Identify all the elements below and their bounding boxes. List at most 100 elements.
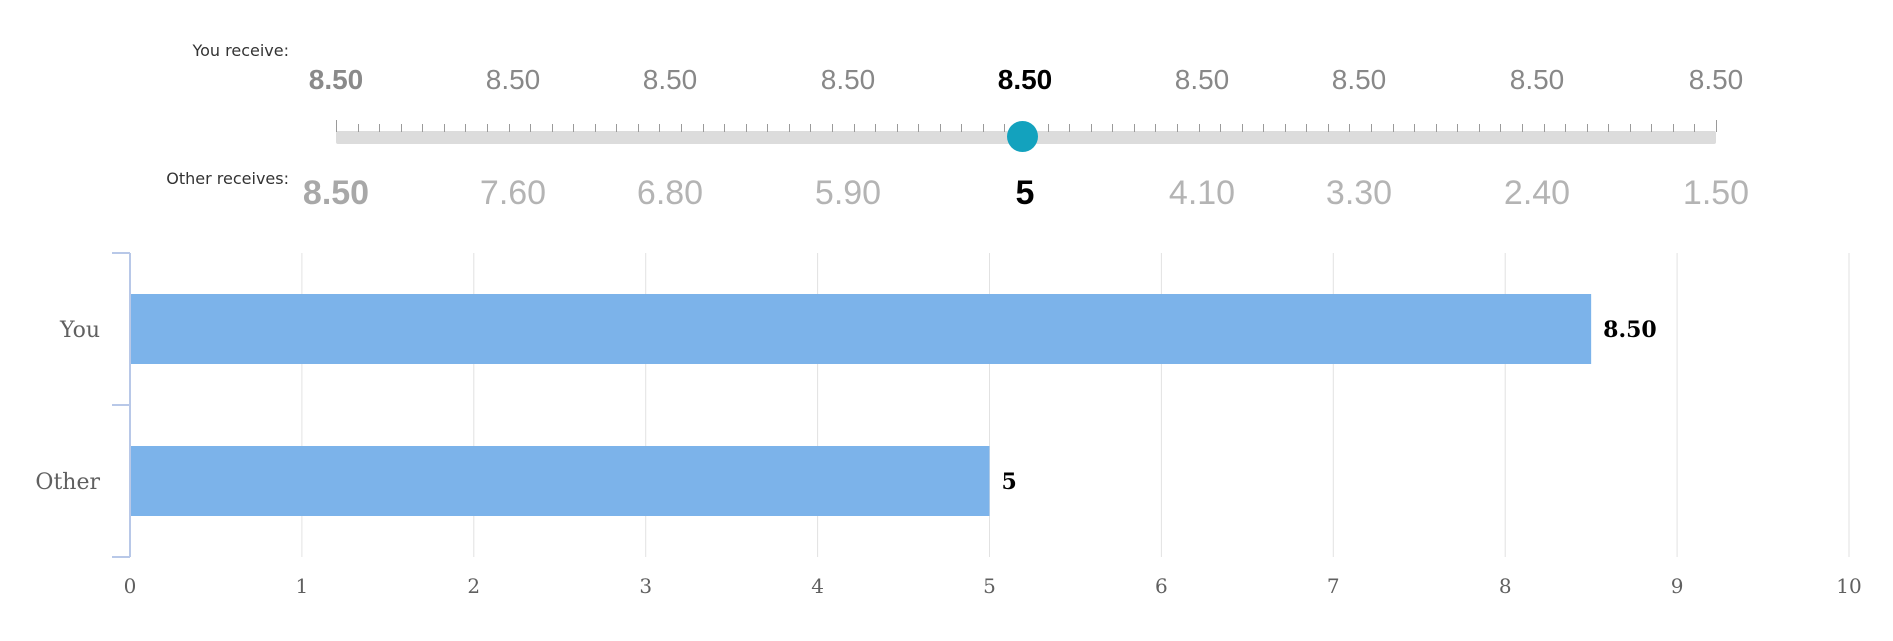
slider-tick: [1069, 124, 1071, 132]
you-value-4: 8.50: [997, 64, 1053, 95]
data-label-other: 5: [1002, 469, 1017, 495]
slider-tick: [1414, 124, 1416, 132]
slider-tick: [681, 124, 682, 132]
slider-tick: [1047, 124, 1049, 132]
slider-handle[interactable]: [1007, 121, 1038, 152]
you-value-1: 8.50: [485, 64, 541, 95]
slider-tick: [1651, 124, 1653, 132]
chart-bars: [130, 294, 1592, 516]
x-tick-label: 6: [1155, 574, 1168, 598]
slider-tick: [1155, 124, 1157, 132]
slider-tick: [616, 124, 618, 132]
chart-y-axis: [112, 252, 131, 558]
x-tick-label: 2: [467, 574, 480, 598]
x-tick-label: 0: [124, 574, 137, 598]
you-value-2: 8.50: [642, 64, 698, 95]
category-label-other: Other: [35, 470, 100, 495]
x-tick-label: 4: [811, 574, 824, 598]
slider-tick: [336, 120, 337, 132]
slider-tick: [443, 124, 445, 132]
slider-tick: [1241, 124, 1243, 132]
slider-tick: [659, 124, 661, 132]
other-value-8: 1.50: [1682, 174, 1750, 212]
slider-tick: [1284, 124, 1286, 132]
bar-other: [130, 446, 990, 516]
chart-category-labels: You Other: [35, 318, 100, 495]
slider-tick: [1176, 124, 1178, 132]
you-value-3: 8.50: [820, 64, 876, 95]
other-value-7: 2.40: [1503, 174, 1571, 212]
slider-tick: [810, 124, 812, 132]
x-tick-label: 5: [983, 574, 996, 598]
other-value-0: 8.50: [302, 174, 370, 212]
slider-tick: [1392, 124, 1394, 132]
slider-tick: [1478, 124, 1480, 132]
x-tick-label: 8: [1499, 574, 1512, 598]
slider-tick: [1716, 120, 1717, 132]
you-value-6: 8.50: [1331, 64, 1387, 95]
slider-tick: [982, 124, 984, 132]
slider-tick: [702, 124, 704, 132]
other-value-5: 4.10: [1168, 174, 1236, 212]
you-value-0: 8.50: [308, 64, 364, 95]
slider-tick: [1349, 124, 1351, 132]
slider-tick: [1220, 124, 1222, 132]
slider-tick: [465, 124, 467, 132]
other-value-2: 6.80: [636, 174, 704, 212]
slider-tick: [1327, 124, 1329, 132]
slider-tick: [400, 124, 402, 132]
slider-tick: [573, 124, 575, 132]
slider-tick: [853, 124, 855, 132]
slider-tick: [1004, 124, 1006, 132]
slider-tick: [1435, 124, 1437, 132]
slider-tick: [357, 124, 359, 132]
x-tick-label: 10: [1836, 574, 1861, 598]
slider-tick: [1565, 124, 1567, 132]
data-label-you: 8.50: [1603, 317, 1657, 343]
slider-tick: [961, 124, 963, 132]
chart-data-labels: 8.50 5: [1002, 317, 1657, 495]
slider-tick: [1521, 124, 1523, 132]
slider-tick: [1457, 124, 1459, 132]
you-receive-label: You receive:: [192, 41, 289, 60]
x-tick-label: 1: [296, 574, 309, 598]
slider-tick: [422, 124, 424, 132]
allocation-slider-panel: You receive: Other receives: 8.50 8.50 8.5…: [0, 0, 1893, 230]
other-value-3: 5.90: [814, 174, 882, 212]
other-receives-label: Other receives:: [166, 169, 289, 188]
other-value-4: 5: [1015, 174, 1035, 212]
slider-tick: [1694, 124, 1696, 132]
slider-tick: [875, 124, 877, 132]
x-tick-label: 9: [1671, 574, 1684, 598]
slider-tick: [379, 124, 381, 132]
slider-tick: [1500, 124, 1502, 132]
other-value-6: 3.30: [1325, 174, 1393, 212]
you-value-5: 8.50: [1174, 64, 1230, 95]
you-value-7: 8.50: [1509, 64, 1565, 95]
slider-tick: [637, 124, 639, 132]
chart-x-tick-labels: 0 1 2 3 4 5 6 7 8 9 10: [124, 574, 1862, 598]
slider-tick: [1090, 124, 1092, 132]
slider-tick: [1263, 124, 1265, 132]
slider-tick: [1112, 124, 1114, 132]
bar-you: [130, 294, 1592, 364]
other-value-1: 7.60: [479, 174, 547, 212]
slider-tick: [551, 124, 553, 132]
slider-tick: [530, 124, 532, 132]
slider-tick: [1629, 124, 1631, 132]
slider-tick: [918, 124, 920, 132]
slider-tick: [745, 124, 747, 132]
slider-tick: [1543, 124, 1545, 132]
slider-tick: [831, 124, 833, 132]
x-tick-label: 7: [1327, 574, 1340, 598]
slider-tick: [896, 124, 898, 132]
slider-tick: [1133, 124, 1135, 132]
you-value-8: 8.50: [1688, 64, 1744, 95]
slider-tick: [594, 124, 596, 132]
slider-tick: [1672, 124, 1674, 132]
slider-tick: [724, 124, 726, 132]
slider-tick: [1198, 124, 1200, 132]
category-label-you: You: [59, 318, 100, 343]
slider-tick: [1371, 124, 1372, 132]
